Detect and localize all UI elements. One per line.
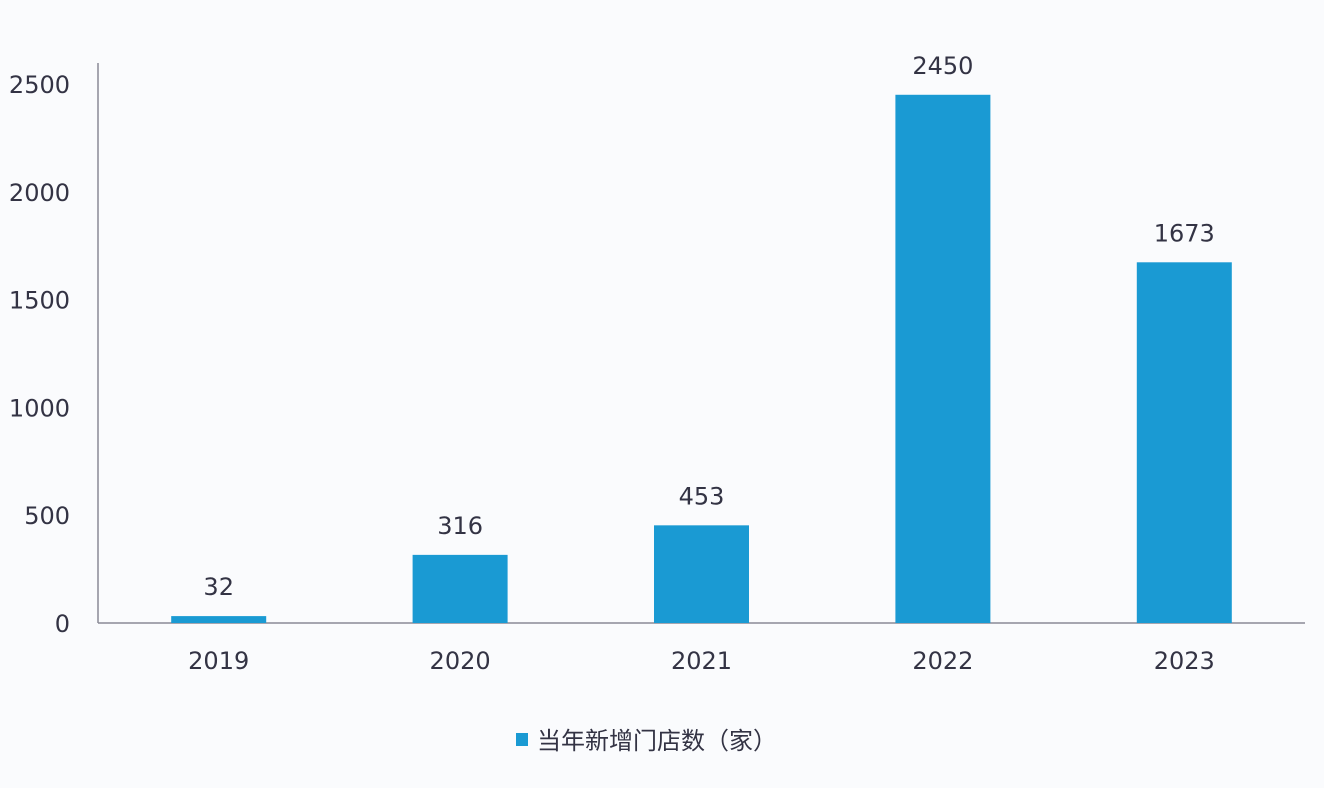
legend-label: 当年新增门店数（家）: [537, 727, 777, 755]
bar-2023: [1136, 262, 1232, 623]
legend-swatch: [516, 733, 528, 746]
x-tick-label: 2022: [912, 647, 973, 675]
data-label: 316: [437, 512, 483, 540]
bar-2020: [412, 554, 508, 623]
legend: 当年新增门店数（家）: [516, 727, 777, 755]
bar-2021: [654, 525, 749, 623]
y-tick-label: 1500: [9, 287, 70, 315]
x-tick-label: 2019: [188, 647, 249, 675]
data-label: 453: [679, 482, 725, 510]
y-tick-label: 2500: [9, 71, 70, 99]
y-tick-label: 1000: [9, 394, 70, 422]
y-tick-label: 500: [24, 502, 70, 530]
data-label: 1673: [1154, 219, 1215, 247]
data-label: 2450: [912, 52, 973, 80]
y-tick-label: 0: [55, 610, 70, 638]
x-tick-label: 2021: [671, 647, 732, 675]
x-tick-label: 2020: [430, 647, 491, 675]
x-tick-label: 2023: [1154, 647, 1215, 675]
y-tick-label: 2000: [9, 179, 70, 207]
data-label: 32: [203, 573, 234, 601]
bar-2022: [895, 94, 991, 623]
bar-2019: [171, 616, 267, 623]
